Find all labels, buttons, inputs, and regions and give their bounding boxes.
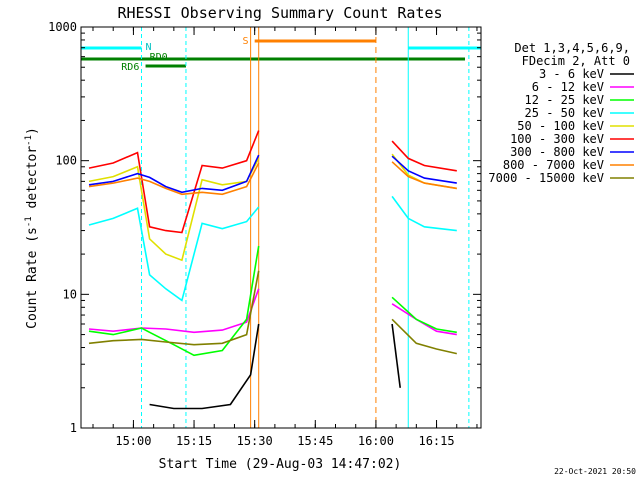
series-line [88,154,260,194]
y-tick-label: 100 [55,154,77,168]
plot-layer: N S RD6 RD0 [81,27,481,428]
legend-label: 6 - 12 keV [532,80,604,94]
y-axis-label-sup: -1 [24,216,34,227]
series-line [88,245,260,357]
legend: Det 1,3,4,5,6,9, FDecim 2, Att 0 3 - 6 k… [488,41,634,185]
y-axis-label-part: Count Rate (s [25,227,40,329]
x-tick-label: 16:00 [358,434,394,448]
x-tick-label: 15:00 [115,434,151,448]
y-axis-label-end: ) [25,127,40,135]
x-tick-label: 15:15 [176,434,212,448]
series-line [88,158,260,262]
legend-header-line1: Det 1,3,4,5,6,9, [514,41,630,55]
y-axis-label-sup2: -1 [24,135,34,146]
x-tick-label: 15:30 [237,434,273,448]
series-line [88,270,260,346]
series-line [391,303,457,336]
s-marker-label: S [243,36,249,47]
chart-title: RHESSI Observing Summary Count Rates [117,4,442,22]
series-line [391,323,401,388]
x-tick-label: 16:15 [418,434,454,448]
series-line [391,161,457,190]
series-line [149,323,260,410]
legend-label: 800 - 7000 keV [503,158,604,172]
series-line [88,206,260,302]
plot-frame [80,26,482,429]
legend-header-line2: FDecim 2, Att 0 [522,54,630,68]
series-line [391,318,457,355]
date-stamp: 22-Oct-2021 20:50 [554,467,636,476]
rd0-marker-label: RD0 [150,52,168,63]
legend-label: 7000 - 15000 keV [488,171,604,185]
x-axis-label: Start Time (29-Aug-03 14:47:02) [159,457,402,472]
y-axis-label-mid: detector [25,146,40,217]
legend-label: 25 - 50 keV [525,106,604,120]
legend-label: 100 - 300 keV [510,132,604,146]
y-tick-label: 1 [70,421,77,435]
y-axis-ticks: 1 10 100 1000 [48,20,481,435]
legend-label: 3 - 6 keV [539,67,604,81]
n-marker-label: N [146,42,152,53]
series-line [88,162,260,196]
series-line [88,130,260,234]
legend-label: 50 - 100 keV [517,119,604,133]
legend-label: 300 - 800 keV [510,145,604,159]
series-line [391,296,457,334]
x-tick-label: 15:45 [297,434,333,448]
y-axis-label: Count Rate (s-1 detector-1) [24,127,40,329]
series-line [391,140,457,172]
legend-label: 12 - 25 keV [525,93,604,107]
y-tick-label: 10 [63,287,77,301]
series-line [391,155,457,184]
series-line [391,195,457,232]
y-tick-label: 1000 [48,20,77,34]
rd6-marker-label: RD6 [121,62,139,73]
x-axis-ticks: 15:00 15:15 15:30 15:45 16:00 16:15 [92,27,478,448]
